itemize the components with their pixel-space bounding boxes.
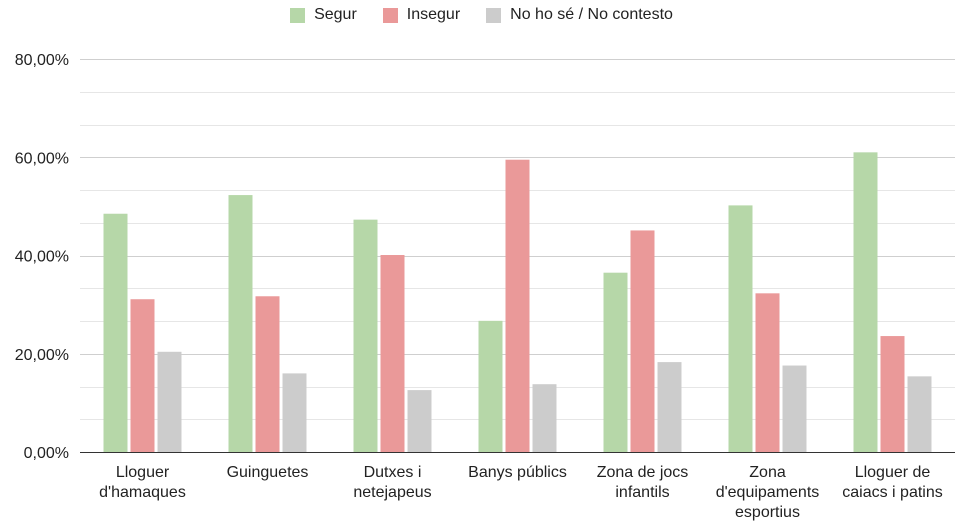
bar-insegur-7 xyxy=(880,336,905,452)
bar-segur-7 xyxy=(853,152,878,452)
bar-no-ho-s-no-contesto-4 xyxy=(532,384,557,452)
bar-no-ho-s-no-contesto-3 xyxy=(407,390,432,452)
x-category-label: Zona de jocs xyxy=(597,464,689,481)
legend-swatch-no-ho-se xyxy=(486,7,502,23)
bar-segur-2 xyxy=(228,195,253,453)
bar-insegur-2 xyxy=(255,296,280,452)
x-category-label: caiacs i patins xyxy=(842,484,943,501)
legend-swatch-insegur xyxy=(382,7,398,23)
bar-no-ho-s-no-contesto-2 xyxy=(282,373,307,452)
bar-segur-3 xyxy=(353,219,378,452)
chart-legend: Segur Insegur No ho sé / No contesto xyxy=(0,6,963,24)
x-category-label: infantils xyxy=(615,484,669,501)
legend-item-segur: Segur xyxy=(290,6,357,24)
bar-segur-1 xyxy=(103,213,128,452)
x-category-label: Lloguer xyxy=(116,464,170,481)
legend-item-no-ho-se: No ho sé / No contesto xyxy=(486,6,673,24)
x-category-label: Banys públics xyxy=(468,464,567,481)
bar-insegur-4 xyxy=(505,159,530,453)
bar-insegur-6 xyxy=(755,293,780,452)
x-category-label: d'equipaments xyxy=(716,484,820,501)
y-tick-label: 60,00% xyxy=(15,150,69,167)
x-category-label: Zona xyxy=(749,464,786,481)
bar-insegur-5 xyxy=(630,230,655,452)
y-tick-label: 40,00% xyxy=(15,249,69,266)
x-category-label: Lloguer de xyxy=(855,464,931,481)
bar-segur-6 xyxy=(728,205,753,452)
bar-insegur-3 xyxy=(380,255,405,452)
x-category-label: d'hamaques xyxy=(99,484,186,501)
bar-no-ho-s-no-contesto-1 xyxy=(157,351,182,452)
y-tick-label: 80,00% xyxy=(15,52,69,69)
x-category-label: esportius xyxy=(735,504,800,521)
x-category-label: netejapeus xyxy=(353,484,431,501)
x-category-label: Guinguetes xyxy=(227,464,309,481)
legend-label-insegur: Insegur xyxy=(406,6,461,23)
bar-no-ho-s-no-contesto-5 xyxy=(657,362,682,452)
bar-no-ho-s-no-contesto-7 xyxy=(907,376,932,452)
y-tick-label: 0,00% xyxy=(24,445,69,462)
legend-item-insegur: Insegur xyxy=(382,6,461,24)
bar-segur-5 xyxy=(603,272,628,452)
legend-label-no-ho-se: No ho sé / No contesto xyxy=(510,6,673,23)
bar-segur-4 xyxy=(478,320,503,452)
bar-no-ho-s-no-contesto-6 xyxy=(782,365,807,452)
legend-swatch-segur xyxy=(290,7,306,23)
y-tick-label: 20,00% xyxy=(15,347,69,364)
bar-insegur-1 xyxy=(130,299,155,452)
legend-label-segur: Segur xyxy=(314,6,357,23)
x-category-label: Dutxes i xyxy=(364,464,422,481)
